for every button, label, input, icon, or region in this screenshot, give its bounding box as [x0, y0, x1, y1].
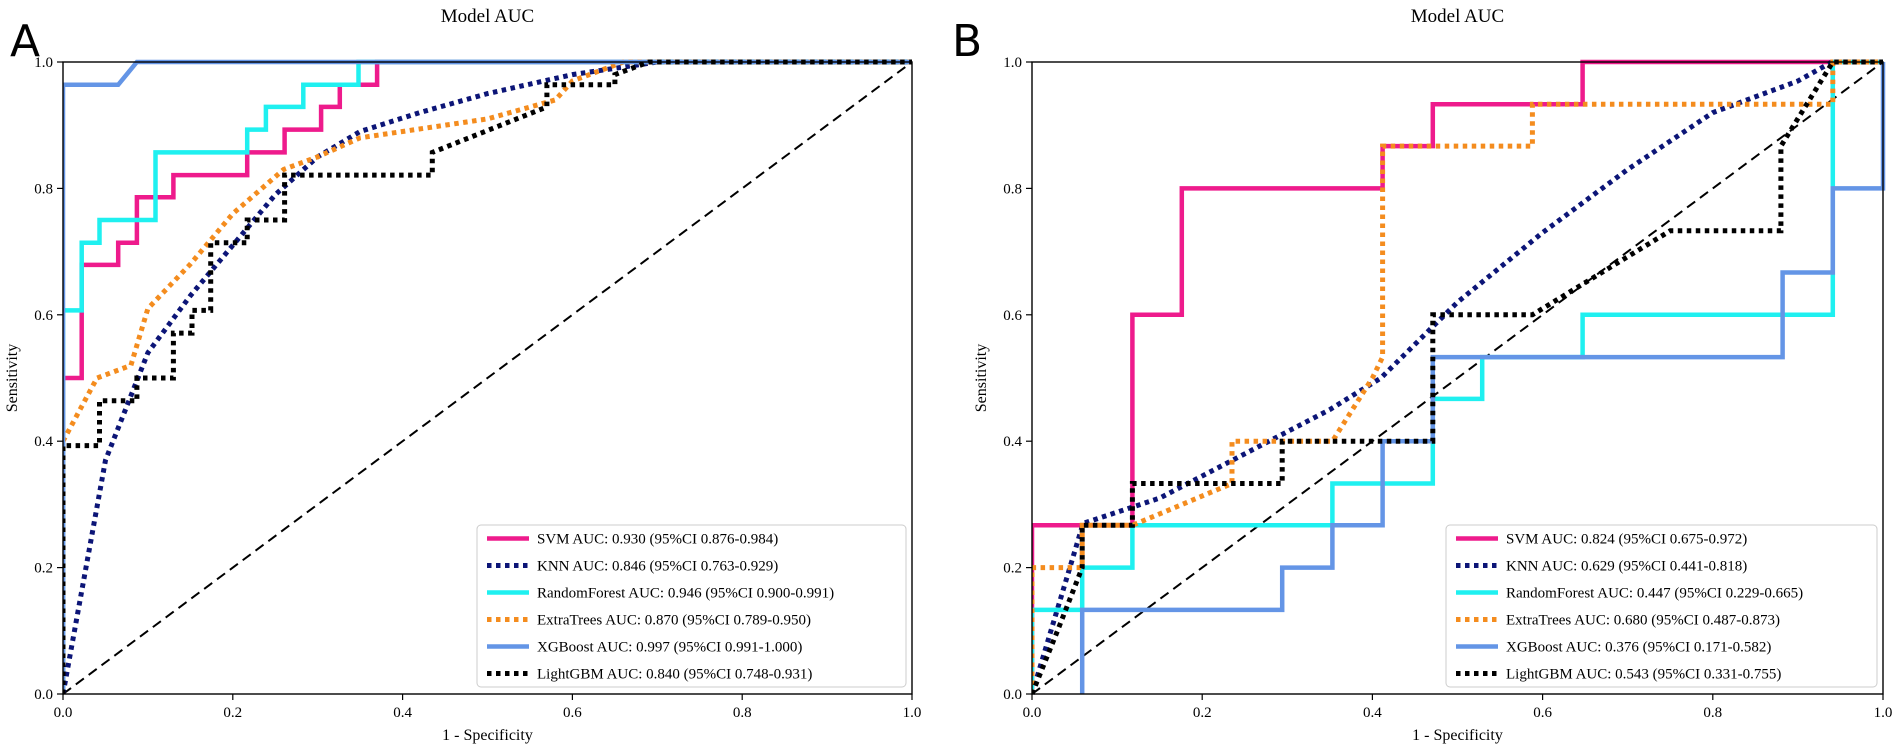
- legend-label-svm: SVM AUC: 0.824 (95%CI 0.675-0.972): [1506, 532, 1747, 548]
- panel-letter: A: [10, 16, 40, 67]
- y-tick-label: 0.6: [1003, 308, 1022, 324]
- y-tick-label: 0.4: [1003, 434, 1022, 450]
- roc-curve-randomforest: [63, 59, 912, 694]
- y-tick-label: 0.0: [34, 687, 53, 703]
- plot-frame: [62, 61, 913, 695]
- legend-label-extratrees: ExtraTrees AUC: 0.870 (95%CI 0.789-0.950…: [537, 613, 811, 629]
- x-tick-label: 0.2: [1193, 705, 1212, 721]
- roc-curve-extratrees: [63, 59, 912, 443]
- legend-label-randomforest: RandomForest AUC: 0.946 (95%CI 0.900-0.9…: [537, 586, 834, 602]
- y-tick-label: 0.6: [34, 308, 53, 324]
- legend-label-extratrees: ExtraTrees AUC: 0.680 (95%CI 0.487-0.873…: [1506, 613, 1780, 629]
- x-axis-label: 1 - Specificity: [1412, 727, 1503, 744]
- x-tick-label: 0.4: [393, 705, 412, 721]
- x-tick-label: 0.0: [1023, 705, 1042, 721]
- y-tick-label: 1.0: [1003, 55, 1022, 71]
- x-tick-label: 0.4: [1363, 705, 1382, 721]
- legend-label-lightgbm: LightGBM AUC: 0.840 (95%CI 0.748-0.931): [537, 667, 812, 683]
- panel-letter: B: [952, 16, 982, 67]
- x-tick-label: 1.0: [903, 705, 922, 721]
- y-tick-label: 1.0: [34, 55, 53, 71]
- y-tick-label: 0.8: [1003, 181, 1022, 197]
- x-tick-label: 0.2: [223, 705, 242, 721]
- legend-label-lightgbm: LightGBM AUC: 0.543 (95%CI 0.331-0.755): [1506, 667, 1781, 683]
- legend-label-xgboost: XGBoost AUC: 0.997 (95%CI 0.991-1.000): [537, 640, 802, 656]
- chart-title: Model AUC: [441, 6, 534, 27]
- x-tick-label: 0.6: [1533, 705, 1552, 721]
- reference-diagonal: [1032, 61, 1884, 695]
- x-tick-label: 0.0: [54, 705, 73, 721]
- y-tick-label: 0.4: [34, 434, 53, 450]
- roc-curve-knn: [1032, 59, 1883, 695]
- reference-diagonal: [63, 61, 913, 695]
- y-tick-label: 0.2: [34, 561, 53, 577]
- x-tick-label: 0.8: [1703, 705, 1722, 721]
- legend-label-knn: KNN AUC: 0.846 (95%CI 0.763-0.929): [537, 559, 778, 575]
- y-tick-label: 0.8: [34, 181, 53, 197]
- legend-label-xgboost: XGBoost AUC: 0.376 (95%CI 0.171-0.582): [1506, 640, 1771, 656]
- y-tick-label: 0.0: [1003, 687, 1022, 703]
- legend: SVM AUC: 0.824 (95%CI 0.675-0.972) KNN AU…: [1445, 524, 1878, 688]
- plot-frame: [1031, 61, 1884, 695]
- y-axis-label: Sensitivity: [973, 344, 990, 412]
- legend-box: [1445, 524, 1878, 688]
- roc-curve-lightgbm: [63, 59, 912, 694]
- chart-title: Model AUC: [1411, 6, 1504, 27]
- x-tick-label: 0.6: [563, 705, 582, 721]
- legend-label-knn: KNN AUC: 0.629 (95%CI 0.441-0.818): [1506, 559, 1747, 575]
- legend-label-randomforest: RandomForest AUC: 0.447 (95%CI 0.229-0.6…: [1506, 586, 1803, 602]
- x-tick-label: 1.0: [1874, 705, 1893, 721]
- legend: SVM AUC: 0.930 (95%CI 0.876-0.984) KNN AU…: [476, 524, 907, 688]
- legend-box: [476, 524, 907, 688]
- roc-curve-randomforest: [1032, 59, 1883, 694]
- roc-curve-lightgbm: [1032, 59, 1883, 695]
- y-axis-label: Sensitivity: [4, 344, 21, 412]
- legend-label-svm: SVM AUC: 0.930 (95%CI 0.876-0.984): [537, 532, 778, 548]
- x-axis-label: 1 - Specificity: [442, 727, 533, 744]
- x-tick-label: 0.8: [733, 705, 752, 721]
- y-tick-label: 0.2: [1003, 561, 1022, 577]
